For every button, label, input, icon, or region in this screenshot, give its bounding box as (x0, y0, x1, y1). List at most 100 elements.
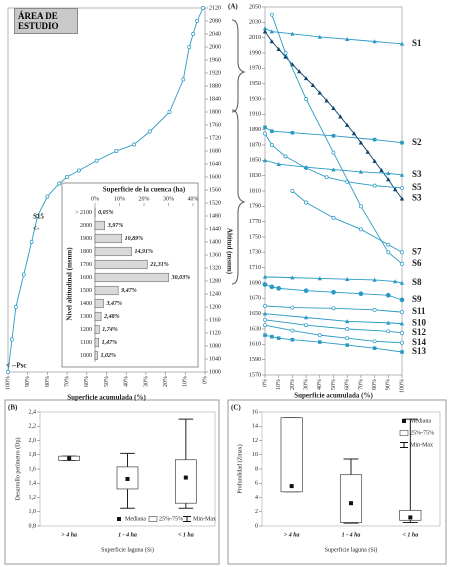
series-label: S8 (412, 277, 422, 287)
marker (331, 167, 336, 172)
y-tick-label: 1910 (249, 112, 261, 118)
marker (114, 149, 119, 153)
marker (386, 177, 391, 182)
y-tick-label: 1440 (209, 226, 221, 232)
y-tick-label: 1,4 (29, 481, 37, 487)
marker (400, 185, 404, 190)
marker (399, 280, 405, 285)
y-tick-label: 16 (252, 409, 258, 415)
y-tick-label: 1840 (209, 96, 221, 102)
marker (317, 90, 322, 95)
x-tick-label: 70% (358, 379, 364, 390)
y-tick-label: 12 (252, 438, 258, 444)
marker (269, 12, 274, 17)
value-label: 2,48% (103, 314, 120, 320)
x-tick-label: 30% (303, 379, 309, 390)
bar (94, 233, 122, 244)
y-tick-label: 1500 (80, 288, 92, 294)
marker (13, 305, 18, 309)
marker (386, 171, 391, 176)
x-tick-label: 30% (143, 376, 149, 387)
y-tick-label: 6 (255, 481, 258, 487)
legend-label: Mediana (410, 418, 431, 424)
y-tick-label: > 2100 (75, 210, 92, 216)
series-label: S13 (412, 346, 427, 356)
marker (263, 333, 267, 337)
x-tick-label: 90% (25, 376, 31, 387)
y-tick-label: 1320 (209, 265, 221, 271)
series-label: S3 (412, 193, 422, 203)
marker (399, 297, 405, 303)
marker (21, 272, 26, 277)
box (339, 474, 363, 523)
y-tick-label: 1680 (209, 148, 221, 154)
x-tick-label: 0% (91, 196, 99, 202)
bar (94, 311, 102, 322)
marker (290, 130, 295, 135)
x-tick-label: 1 - 4 ha (118, 532, 137, 538)
marker (345, 122, 350, 127)
series-label: S10 (412, 318, 427, 328)
marker (338, 114, 343, 119)
y-tick-label: 2040 (209, 31, 221, 37)
series-label: S2 (412, 137, 422, 147)
marker (304, 200, 309, 205)
marker (304, 97, 309, 101)
marker (372, 158, 377, 163)
marker (181, 77, 186, 82)
bar (94, 298, 104, 309)
x-tick-label: 1 - 4 ha (342, 532, 361, 538)
x-tick-label: 90% (386, 379, 392, 390)
legend-icon (117, 517, 121, 521)
marker (400, 261, 404, 266)
marker (400, 250, 404, 255)
marker (6, 370, 10, 374)
y-axis-label: Profundidad (Zmax) (236, 444, 243, 493)
marker (290, 189, 295, 193)
median (125, 476, 130, 481)
bar (94, 259, 148, 270)
y-tick-label: 1,8 (29, 452, 37, 458)
marker (201, 6, 205, 10)
y-tick-label: 1,0 (29, 509, 37, 515)
y-tick-label: 1200 (80, 327, 92, 333)
y-tick-label: 1080 (209, 343, 221, 349)
x-tick-label: 0% (262, 379, 268, 387)
bar (94, 220, 105, 231)
y-tick-label: 1830 (249, 173, 261, 179)
median (67, 456, 72, 461)
legend-icon (148, 516, 158, 522)
legend-icon (402, 419, 406, 423)
y-tick-label: 1400 (209, 239, 221, 245)
x-tick-label: 80% (45, 376, 51, 387)
marker (379, 168, 384, 173)
value-label: 0,05% (98, 210, 114, 216)
y-tick-label: 2,4 (29, 409, 37, 415)
x-tick-label: 30% (163, 196, 174, 202)
value-label: 14,91% (135, 249, 154, 255)
y-tick-label: 1000 (209, 369, 221, 375)
marker (290, 328, 295, 333)
marker (400, 340, 404, 345)
y-tick-label: 1880 (209, 83, 221, 89)
y-tick-label: 2120 (209, 5, 221, 11)
series-line (264, 334, 403, 353)
x-tick-label: 100% (5, 376, 11, 390)
legend-label: Min-Max (410, 442, 433, 448)
marker (399, 41, 405, 46)
marker (400, 350, 404, 354)
series-line (264, 28, 403, 45)
marker (351, 131, 357, 136)
marker (263, 323, 267, 328)
median (183, 475, 188, 480)
marker (358, 291, 364, 297)
marker (345, 336, 350, 341)
marker (317, 333, 322, 338)
marker (358, 140, 364, 145)
series-label: S3 (412, 169, 422, 179)
panel-frame (4, 399, 220, 565)
series-label: S6 (412, 258, 422, 268)
marker (290, 337, 295, 342)
brace (231, 109, 246, 285)
x-tick-label: 40% (188, 196, 199, 202)
